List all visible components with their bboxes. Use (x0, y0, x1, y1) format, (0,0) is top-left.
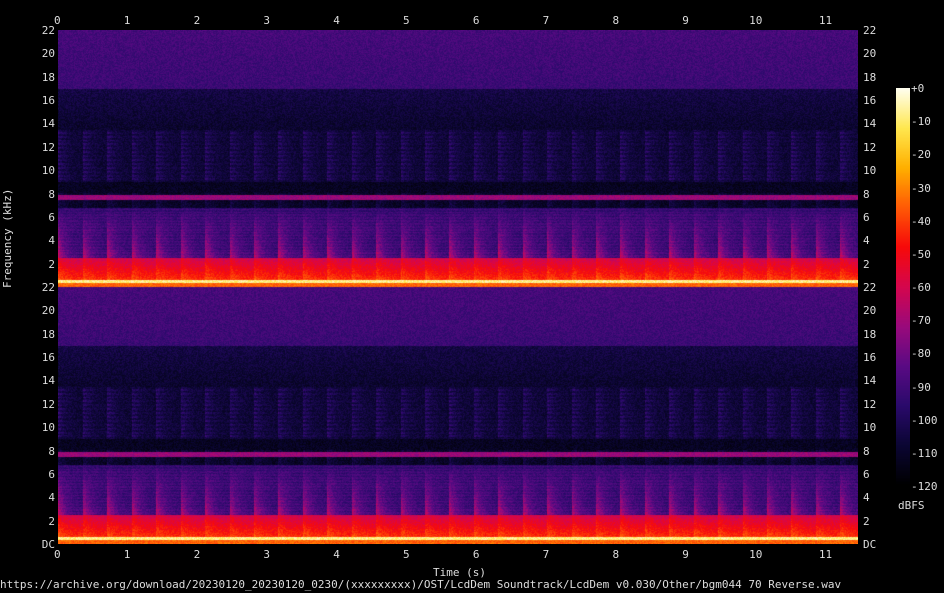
y-tick-left: 18 (41, 70, 55, 84)
source-path: https://archive.org/download/20230120_20… (0, 578, 842, 591)
spectrogram-heatmap (58, 30, 858, 544)
y-tick-left: 8 (48, 187, 55, 201)
y-tick-left: 16 (41, 351, 55, 365)
colorbar-tick: -110 (911, 446, 938, 460)
y-tick-left: 2 (48, 257, 55, 271)
y-tick-left: 12 (41, 397, 55, 411)
y-tick-left: 20 (41, 47, 55, 61)
y-tick-right: 2 (863, 514, 870, 528)
x-tick-top: 3 (263, 14, 271, 27)
x-tick-bottom: 10 (749, 548, 763, 561)
y-tick-right: 18 (863, 327, 877, 341)
colorbar-tick: -100 (911, 413, 938, 427)
y-tick-left: 2 (48, 514, 55, 528)
colorbar (896, 88, 910, 486)
colorbar-tick: -30 (911, 181, 931, 195)
y-tick-right: 20 (863, 304, 877, 318)
x-tick-top: 9 (682, 14, 689, 27)
spectrogram-plot (58, 30, 858, 544)
x-tick-top: 5 (403, 14, 410, 27)
y-tick-left: 6 (48, 467, 55, 481)
y-tick-left: 18 (41, 327, 55, 341)
y-tick-left: 20 (41, 304, 55, 318)
y-tick-left: 16 (41, 94, 55, 108)
y-tick-right: 4 (863, 234, 870, 248)
y-tick-right: 16 (863, 94, 877, 108)
y-tick-right: 2 (863, 257, 870, 271)
x-tick-top: 4 (333, 14, 340, 27)
x-tick-bottom: 1 (123, 548, 131, 561)
y-tick-left: 4 (48, 234, 55, 248)
colorbar-tick: -50 (911, 247, 931, 261)
y-tick-right: 22 (863, 281, 877, 294)
y-tick-right: 10 (863, 421, 877, 435)
y-tick-left: 6 (48, 210, 55, 224)
y-tick-left: 22 (41, 24, 55, 37)
colorbar-tick: -70 (911, 314, 931, 328)
y-tick-right: 18 (863, 70, 877, 84)
y-tick-right: 14 (863, 117, 877, 131)
y-tick-right: 16 (863, 351, 877, 365)
x-tick-top: 8 (612, 14, 620, 27)
x-tick-bottom: 7 (542, 548, 550, 561)
y-tick-right: 22 (863, 24, 877, 37)
colorbar-unit-label: dBFS (898, 499, 925, 512)
x-tick-top: 10 (749, 14, 763, 27)
x-tick-bottom: 9 (682, 548, 689, 561)
colorbar-tick: -80 (911, 347, 931, 361)
x-tick-top: 11 (818, 14, 833, 27)
y-tick-left: 8 (48, 444, 55, 458)
y-tick-right: 14 (863, 374, 877, 388)
y-tick-right: 20 (863, 47, 877, 61)
x-tick-top: 0 (54, 14, 61, 27)
y-tick-dc-left: DC (41, 538, 55, 551)
x-tick-bottom: 4 (333, 548, 340, 561)
x-tick-bottom: 2 (193, 548, 201, 561)
y-axis-label: Frequency (kHz) (1, 188, 14, 288)
colorbar-tick: -120 (911, 480, 938, 493)
y-tick-right: 10 (863, 164, 877, 178)
y-tick-left: 10 (41, 164, 55, 178)
y-tick-left: 22 (41, 281, 55, 294)
x-axis-label: Time (s) (433, 566, 486, 579)
x-tick-top: 2 (193, 14, 201, 27)
y-tick-left: 14 (41, 374, 55, 388)
x-tick-bottom: 11 (818, 548, 833, 561)
x-tick-bottom: 5 (403, 548, 410, 561)
y-tick-right: 6 (863, 210, 870, 224)
y-tick-right: 4 (863, 491, 870, 505)
colorbar-tick: -60 (911, 281, 931, 294)
x-tick-bottom: 3 (263, 548, 271, 561)
x-tick-bottom: 6 (472, 548, 480, 561)
x-tick-top: 1 (123, 14, 131, 27)
x-tick-top: 7 (542, 14, 550, 27)
colorbar-tick: -40 (911, 214, 931, 228)
y-tick-right: 12 (863, 140, 877, 154)
y-tick-right: 12 (863, 397, 877, 411)
y-tick-left: 4 (48, 491, 55, 505)
x-tick-bottom: 8 (612, 548, 620, 561)
colorbar-tick: -90 (911, 380, 931, 394)
colorbar-tick: +0 (911, 82, 925, 95)
y-tick-right: 8 (863, 444, 870, 458)
y-tick-right: 8 (863, 187, 870, 201)
y-tick-left: 14 (41, 117, 55, 131)
colorbar-tick: -10 (911, 115, 931, 129)
y-tick-right: 6 (863, 467, 870, 481)
x-tick-top: 6 (472, 14, 480, 27)
colorbar-tick: -20 (911, 148, 931, 162)
y-tick-left: 12 (41, 140, 55, 154)
y-tick-left: 10 (41, 421, 55, 435)
x-tick-bottom: 0 (54, 548, 61, 561)
y-tick-dc-right: DC (863, 538, 877, 551)
